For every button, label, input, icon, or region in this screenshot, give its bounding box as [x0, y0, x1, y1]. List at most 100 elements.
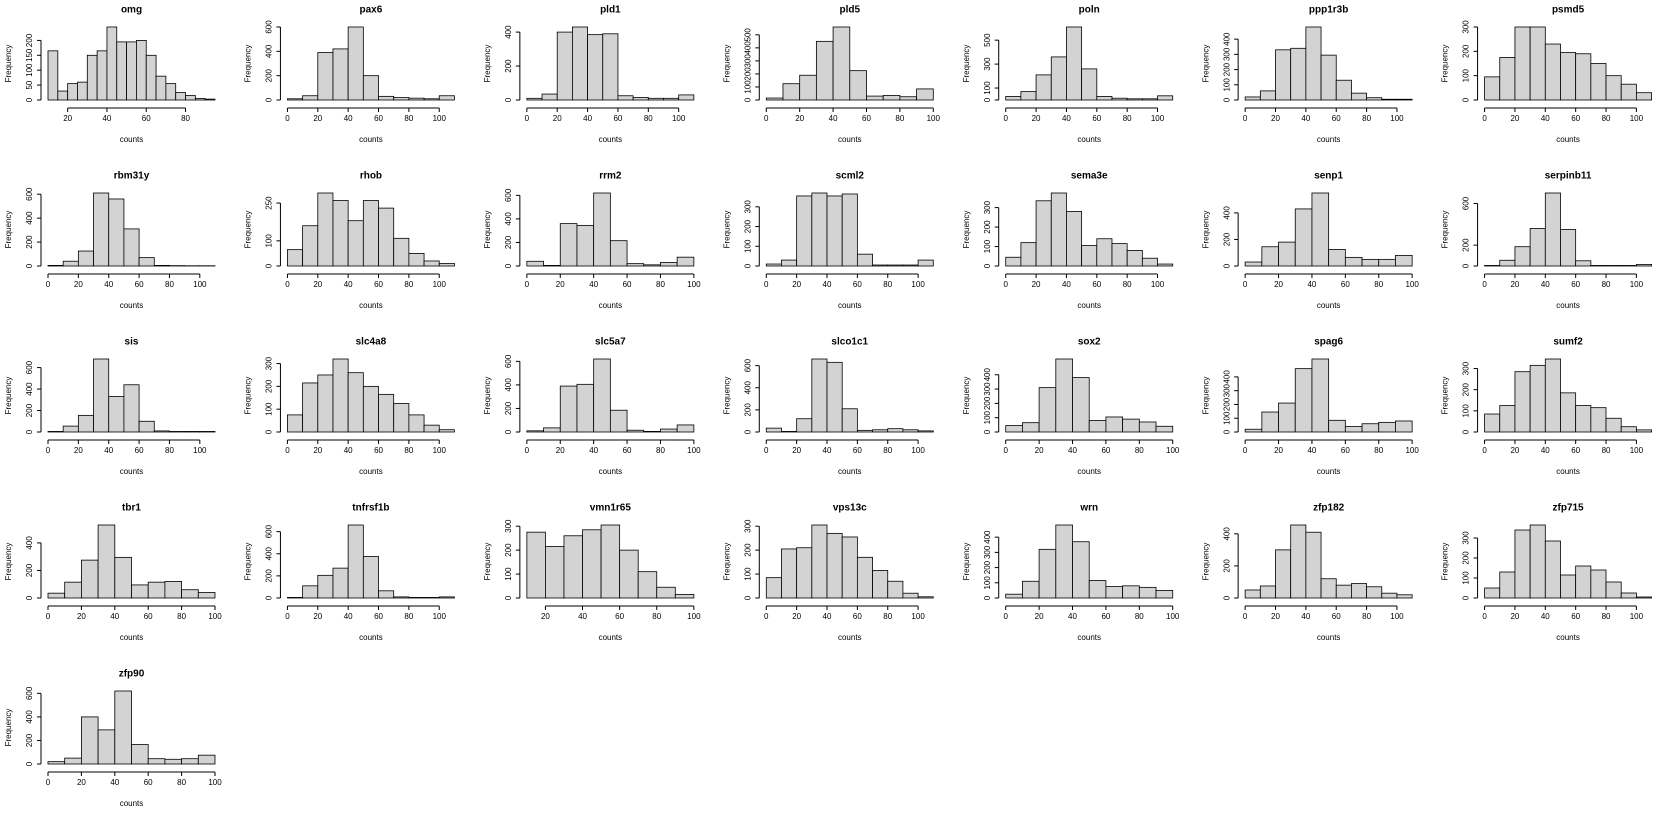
- y-tick-label: 300: [1462, 20, 1471, 34]
- bar: [1351, 583, 1367, 599]
- y-tick-label: 100: [983, 410, 992, 424]
- x-tick-label: 60: [853, 446, 862, 455]
- x-tick-label: 80: [1362, 612, 1371, 621]
- bar: [1290, 47, 1307, 101]
- y-tick-label: 150: [25, 48, 34, 62]
- bar: [1575, 565, 1592, 599]
- y-axis-label: Frequency: [483, 377, 492, 415]
- y-tick-label: 0: [25, 263, 34, 268]
- x-tick-label: 80: [1123, 114, 1132, 123]
- chart-title: pax6: [360, 5, 383, 16]
- x-tick-label: 60: [853, 280, 862, 289]
- bar: [1020, 242, 1037, 267]
- y-tick-label: 300: [1462, 361, 1471, 375]
- bar: [1529, 26, 1546, 101]
- bar: [826, 361, 843, 433]
- bar: [438, 95, 455, 101]
- x-tick-label: 0: [1482, 280, 1487, 289]
- y-tick-label: 0: [743, 263, 752, 268]
- x-tick-label: 0: [46, 612, 51, 621]
- x-tick-label: 80: [883, 612, 892, 621]
- bar: [765, 427, 782, 433]
- bar: [116, 41, 127, 101]
- bar: [378, 590, 395, 599]
- bar: [866, 95, 884, 101]
- bar: [1111, 243, 1128, 267]
- bar: [126, 41, 137, 101]
- x-tick-label: 60: [853, 612, 862, 621]
- bar: [114, 690, 132, 765]
- x-tick-label: 80: [177, 612, 186, 621]
- bar: [1361, 258, 1380, 267]
- y-tick-label: 0: [983, 263, 992, 268]
- x-tick-label: 100: [911, 280, 925, 289]
- x-tick-label: 80: [1135, 446, 1144, 455]
- chart-title: zfp182: [1313, 503, 1345, 514]
- y-tick-label: 100: [265, 402, 274, 416]
- chart-title: scml2: [836, 171, 865, 182]
- x-tick-label: 0: [1243, 114, 1248, 123]
- x-axis-label: counts: [838, 301, 862, 310]
- bar: [1105, 586, 1124, 599]
- bar: [1022, 580, 1040, 599]
- bar: [62, 260, 79, 267]
- y-tick-label: 400: [1222, 370, 1231, 384]
- bar: [849, 70, 867, 101]
- y-tick-label: 400: [25, 710, 34, 724]
- bar: [1261, 246, 1279, 267]
- bar: [1261, 411, 1279, 433]
- x-tick-label: 20: [1032, 280, 1041, 289]
- bar: [872, 264, 889, 267]
- y-tick-label: 400: [265, 547, 274, 561]
- x-tick-label: 80: [404, 280, 413, 289]
- x-tick-label: 0: [1003, 612, 1008, 621]
- x-tick-label: 20: [553, 114, 562, 123]
- bar: [678, 94, 695, 101]
- bar: [408, 597, 425, 599]
- x-tick-label: 60: [613, 114, 622, 123]
- bar: [526, 97, 543, 101]
- y-tick-label: 100: [983, 81, 992, 95]
- y-tick-label: 600: [265, 524, 274, 538]
- x-tick-label: 60: [144, 612, 153, 621]
- y-tick-label: 300: [983, 57, 992, 71]
- bar: [626, 429, 645, 433]
- x-tick-label: 60: [1341, 280, 1350, 289]
- y-tick-label: 200: [743, 543, 752, 557]
- y-tick-label: 0: [25, 97, 34, 102]
- bar: [1328, 419, 1346, 433]
- y-axis-label: Frequency: [722, 543, 731, 581]
- x-tick-label: 20: [1271, 114, 1280, 123]
- bar: [1294, 208, 1313, 267]
- bar: [541, 93, 558, 101]
- bar: [609, 409, 628, 433]
- bar: [197, 592, 216, 599]
- x-tick-label: 20: [74, 280, 83, 289]
- bar: [302, 585, 319, 599]
- bar: [902, 429, 919, 433]
- y-tick-label: 200: [983, 560, 992, 574]
- bar: [765, 97, 784, 101]
- x-tick-label: 60: [374, 280, 383, 289]
- x-tick-label: 100: [1390, 612, 1404, 621]
- bar: [1484, 413, 1501, 433]
- x-tick-label: 100: [687, 612, 701, 621]
- x-tick-label: 60: [1571, 114, 1580, 123]
- x-tick-label: 40: [1541, 280, 1550, 289]
- bar: [617, 95, 634, 101]
- chart-title: omg: [121, 5, 142, 16]
- y-tick-label: 100: [1462, 404, 1471, 418]
- bar: [197, 754, 216, 765]
- bar: [1035, 74, 1052, 101]
- y-tick-label: 0: [265, 595, 274, 600]
- y-tick-label: 600: [1462, 196, 1471, 210]
- x-tick-label: 0: [1482, 446, 1487, 455]
- x-tick-label: 0: [1003, 114, 1008, 123]
- x-tick-label: 60: [1341, 446, 1350, 455]
- y-tick-label: 100: [1462, 68, 1471, 82]
- y-tick-label: 0: [1462, 595, 1471, 600]
- x-tick-label: 80: [1602, 114, 1611, 123]
- x-axis-label: counts: [1077, 633, 1101, 642]
- chart-title: rrm2: [599, 171, 622, 182]
- bar: [626, 263, 645, 267]
